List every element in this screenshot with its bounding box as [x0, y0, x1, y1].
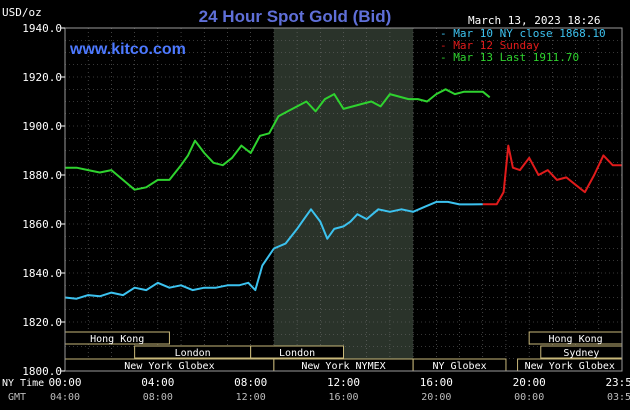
market-label: New York Globex [525, 361, 615, 372]
y-tick-label: 1800.0 [22, 365, 62, 378]
market-box-8: New York Globex [517, 358, 623, 372]
y-tick-label: 1840.0 [22, 267, 62, 280]
market-box-5: NY Globex [412, 358, 507, 372]
y-tick-label: 1820.0 [22, 316, 62, 329]
x-tick-label-gmt: 20:00 [421, 392, 451, 403]
market-label: New York Globex [124, 361, 214, 372]
x-tick-label-gmt: 08:00 [143, 392, 173, 403]
y-tick-label: 1940.0 [22, 22, 62, 35]
x-tick-label-gmt: 00:00 [514, 392, 544, 403]
x-tick-label-gmt: 12:00 [236, 392, 266, 403]
market-box-3: New York Globex [64, 358, 275, 372]
market-label: Hong Kong [90, 334, 144, 345]
market-label: Hong Kong [548, 334, 602, 345]
nymex-hours-band [273, 28, 414, 371]
market-box-6: Hong Kong [528, 331, 623, 345]
market-box-7: Sydney [540, 345, 623, 359]
x-tick-label-gmt: 04:00 [50, 392, 80, 403]
market-label: London [175, 348, 211, 359]
plot-frame [64, 27, 623, 372]
x-tick-label-ny: 00:00 [48, 376, 81, 389]
price-series [64, 88, 622, 300]
market-label: London [279, 348, 315, 359]
legend-entry-1: - Mar 12 Sunday [440, 39, 540, 52]
grid-lines [65, 28, 622, 371]
x-tick-label-ny: 20:00 [513, 376, 546, 389]
market-box-2: London [250, 345, 345, 359]
market-box-1: London [134, 345, 252, 359]
x-tick-label-ny: 04:00 [141, 376, 174, 389]
y-tick-label: 1900.0 [22, 120, 62, 133]
market-box-0: Hong Kong [64, 331, 170, 345]
market-label: NY Globex [432, 361, 486, 372]
market-label: Sydney [563, 348, 599, 359]
legend: - Mar 10 NY close 1868.10- Mar 12 Sunday… [440, 27, 606, 64]
x-tick-label-ny: 12:00 [327, 376, 360, 389]
market-box-4: New York NYMEX [273, 358, 414, 372]
market-box-frame [250, 345, 345, 359]
y-axis-ticks: 1940.0 1920.0 1900.0 1880.0 1860.0 1840.0 1820… [22, 22, 65, 378]
unit-label: USD/oz [2, 6, 42, 19]
y-tick-label: 1880.0 [22, 169, 62, 182]
x-row-label-ny: NY Time [2, 378, 44, 389]
x-tick-label-ny: 08:00 [234, 376, 267, 389]
watermark: www.kitco.com [69, 41, 186, 58]
legend-entry-0: - Mar 10 NY close 1868.10 [440, 27, 606, 40]
market-label: New York NYMEX [301, 361, 385, 372]
x-tick-label-gmt: 03:59 [607, 392, 630, 403]
chart-date: March 13, 2023 18:26 [468, 14, 600, 27]
x-tick-label-ny: 16:00 [420, 376, 453, 389]
series-line-2 [65, 88, 491, 191]
y-tick-label: 1920.0 [22, 71, 62, 84]
series-line-1 [482, 144, 622, 206]
x-tick-label-ny: 23:59 [605, 376, 630, 389]
series-line-0 [64, 200, 483, 300]
legend-entry-2: - Mar 13 Last 1911.70 [440, 51, 579, 64]
y-tick-label: 1860.0 [22, 218, 62, 231]
chart-title: 24 Hour Spot Gold (Bid) [199, 7, 392, 26]
x-row-label-gmt: GMT [8, 392, 26, 403]
x-tick-label-gmt: 16:00 [328, 392, 358, 403]
x-axis-ticks: NY Time GMT 00:00 04:00 04:00 08:00 08:00 12:00… [2, 376, 630, 403]
